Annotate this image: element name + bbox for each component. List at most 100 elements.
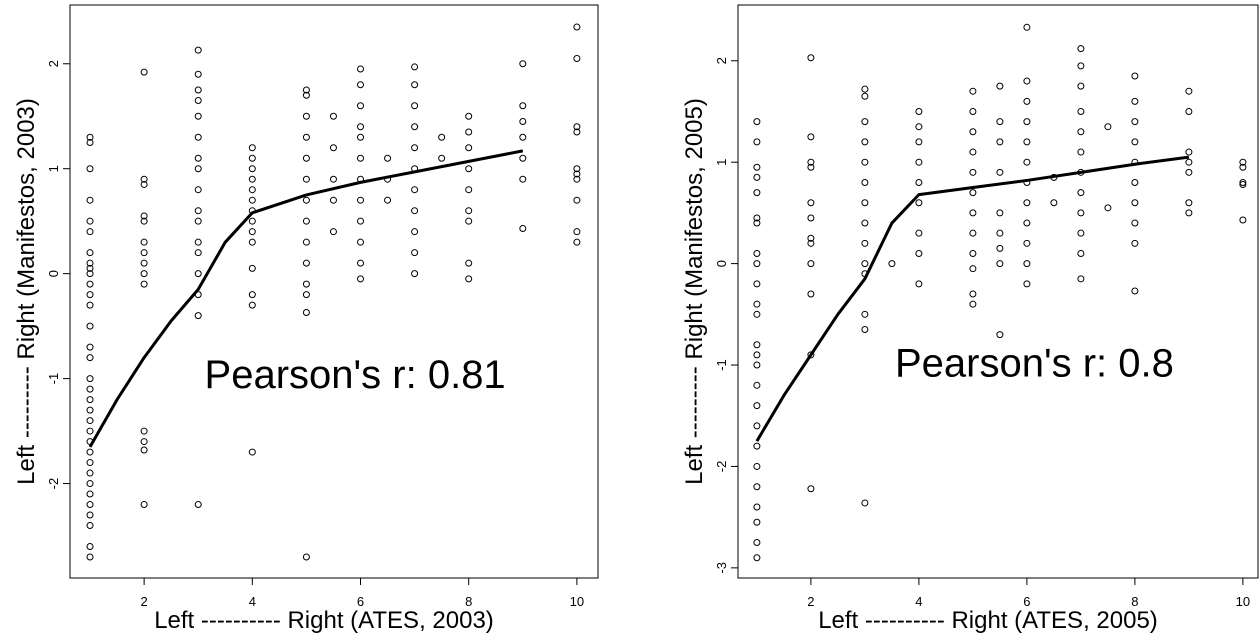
data-point — [969, 107, 977, 115]
data-point — [86, 291, 94, 299]
data-point — [86, 354, 94, 362]
data-point — [194, 217, 202, 225]
y-tick-label: 1 — [714, 159, 729, 166]
data-point — [357, 196, 365, 204]
data-point — [573, 228, 581, 236]
data-point — [86, 301, 94, 309]
data-point — [140, 446, 148, 454]
data-point — [194, 238, 202, 246]
data-point — [140, 249, 148, 257]
data-point — [86, 138, 94, 146]
data-point — [86, 196, 94, 204]
data-point — [194, 501, 202, 509]
data-point — [969, 189, 977, 197]
data-point — [140, 438, 148, 446]
data-point — [753, 219, 761, 227]
data-point — [1131, 178, 1139, 186]
data-point — [573, 170, 581, 178]
data-point — [302, 308, 310, 316]
data-point — [248, 175, 256, 183]
data-point — [411, 249, 419, 257]
data-point — [969, 87, 977, 95]
data-point — [357, 238, 365, 246]
data-point — [1077, 62, 1085, 70]
data-point — [86, 228, 94, 236]
data-point — [1131, 138, 1139, 146]
data-point — [86, 417, 94, 425]
data-point — [519, 60, 527, 68]
data-point — [194, 133, 202, 141]
data-point — [753, 402, 761, 410]
data-point — [1023, 138, 1031, 146]
data-point — [1077, 249, 1085, 257]
data-point — [86, 249, 94, 257]
data-point — [753, 260, 761, 268]
data-point — [1185, 148, 1193, 156]
data-point — [969, 229, 977, 237]
data-point — [140, 280, 148, 288]
data-point — [753, 539, 761, 547]
data-point — [573, 23, 581, 31]
data-point — [1077, 128, 1085, 136]
data-point — [302, 154, 310, 162]
data-point — [248, 196, 256, 204]
data-point — [807, 351, 815, 359]
data-point — [194, 154, 202, 162]
data-point — [996, 331, 1004, 339]
data-point — [1023, 199, 1031, 207]
y-axis-title: Left --------- Right (Manifestos, 2005) — [681, 98, 708, 485]
data-point — [573, 165, 581, 173]
data-point — [329, 196, 337, 204]
data-point — [996, 168, 1004, 176]
data-point — [996, 209, 1004, 217]
data-point — [140, 238, 148, 246]
y-tick-label: -1 — [714, 359, 729, 371]
data-point — [519, 154, 527, 162]
y-tick-label: -3 — [714, 562, 729, 574]
data-point — [357, 275, 365, 283]
y-tick-label: 1 — [46, 165, 61, 172]
data-point — [807, 260, 815, 268]
data-point — [248, 301, 256, 309]
data-point — [248, 264, 256, 272]
data-point — [1077, 45, 1085, 53]
data-point — [861, 239, 869, 247]
data-point — [357, 259, 365, 267]
data-point — [915, 199, 923, 207]
x-axis-title: Left ---------- Right (ATES, 2005) — [818, 607, 1158, 634]
data-point — [86, 396, 94, 404]
data-point — [86, 406, 94, 414]
data-point — [519, 225, 527, 233]
data-point — [519, 175, 527, 183]
data-point — [1104, 123, 1112, 131]
y-tick-label: 0 — [46, 270, 61, 277]
data-point — [86, 264, 94, 272]
data-point — [1239, 216, 1247, 224]
data-point — [411, 144, 419, 152]
data-point — [915, 178, 923, 186]
data-point — [86, 343, 94, 351]
data-point — [86, 375, 94, 383]
data-point — [1239, 178, 1247, 186]
data-point — [302, 112, 310, 120]
data-point — [915, 280, 923, 288]
data-point — [194, 186, 202, 194]
data-point — [302, 91, 310, 99]
data-point — [861, 199, 869, 207]
data-point — [753, 163, 761, 171]
data-point — [861, 310, 869, 318]
data-point — [86, 133, 94, 141]
data-point — [357, 133, 365, 141]
data-point — [861, 118, 869, 126]
y-tick-label: -2 — [714, 461, 729, 473]
data-point — [807, 214, 815, 222]
data-point — [140, 175, 148, 183]
data-point — [969, 168, 977, 176]
data-point — [807, 163, 815, 171]
data-point — [996, 229, 1004, 237]
y-tick-label: -1 — [46, 373, 61, 385]
data-point — [1131, 72, 1139, 80]
data-point — [302, 196, 310, 204]
data-point — [1023, 239, 1031, 247]
data-point — [915, 138, 923, 146]
